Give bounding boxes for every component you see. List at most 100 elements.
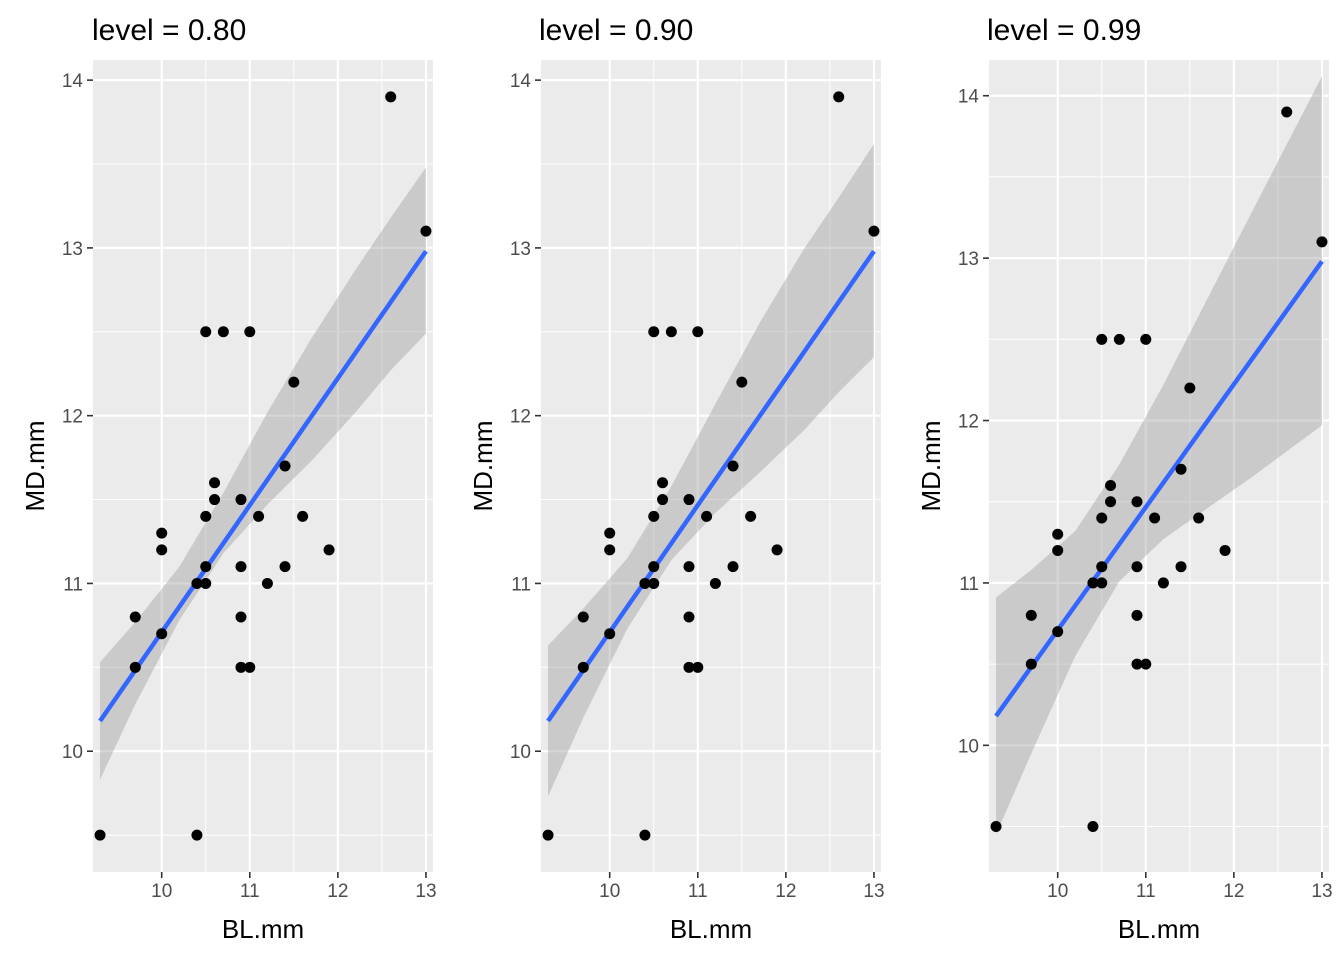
data-point xyxy=(1052,544,1064,556)
data-point xyxy=(1131,658,1143,670)
panel-title: level = 0.99 xyxy=(987,14,1141,47)
data-point xyxy=(692,661,704,673)
x-tick-label: 11 xyxy=(1136,881,1156,902)
data-point xyxy=(639,577,651,589)
data-point xyxy=(1105,496,1117,508)
data-point xyxy=(235,494,247,506)
data-point xyxy=(253,510,265,522)
data-point xyxy=(1184,382,1196,394)
panel-title: level = 0.80 xyxy=(92,14,246,47)
data-point xyxy=(1096,577,1108,589)
data-point xyxy=(200,510,212,522)
data-point xyxy=(701,510,713,522)
data-point xyxy=(261,577,273,589)
regression-line xyxy=(546,249,876,723)
data-point xyxy=(235,611,247,623)
panel-level-0-80: 10 11 12 13 10 11 12 13 14 level = 0.80 BL.mm MD… xyxy=(20,14,437,944)
data-point xyxy=(217,326,229,338)
x-axis-title: BL.mm xyxy=(670,914,752,944)
data-point xyxy=(604,628,616,640)
data-point xyxy=(727,460,739,472)
data-point xyxy=(648,510,660,522)
data-point xyxy=(1096,512,1108,524)
y-axis-title: MD.mm xyxy=(468,421,498,512)
data-point xyxy=(1140,333,1152,345)
y-tick-label: 10 xyxy=(958,736,979,757)
y-tick-label: 13 xyxy=(510,239,531,260)
y-tick-label: 12 xyxy=(62,407,83,428)
data-point xyxy=(1131,496,1143,508)
data-point xyxy=(1113,333,1125,345)
data-point xyxy=(129,611,141,623)
x-tick-label: 13 xyxy=(1311,881,1332,902)
y-tick-label: 10 xyxy=(62,742,83,763)
data-point xyxy=(692,326,704,338)
plot-background xyxy=(541,60,881,872)
data-point xyxy=(1087,577,1099,589)
data-point xyxy=(129,661,141,673)
x-tick-label: 12 xyxy=(1223,881,1244,902)
data-point xyxy=(1316,236,1328,248)
data-point xyxy=(156,527,168,539)
data-point xyxy=(323,544,335,556)
data-point xyxy=(209,477,221,489)
panel-level-0-90: 10 11 12 13 10 11 12 13 14 level = 0.90 BL.mm MD… xyxy=(468,14,885,944)
data-point xyxy=(990,821,1002,833)
data-point xyxy=(542,829,554,841)
y-tick-label: 14 xyxy=(510,71,532,92)
data-point xyxy=(771,544,783,556)
data-point xyxy=(1105,479,1117,491)
data-point xyxy=(648,561,660,573)
data-point xyxy=(1149,512,1161,524)
data-point xyxy=(191,577,203,589)
data-point xyxy=(191,829,203,841)
data-point xyxy=(665,326,677,338)
data-point xyxy=(1052,626,1064,638)
data-point xyxy=(1131,609,1143,621)
data-point xyxy=(1096,333,1108,345)
panel-level-0-99: 10 11 12 13 10 11 12 13 14 level = 0.99 BL.mm MD… xyxy=(916,14,1333,944)
data-point xyxy=(727,561,739,573)
data-point xyxy=(683,494,695,506)
data-point xyxy=(1140,658,1152,670)
data-point xyxy=(1157,577,1169,589)
y-tick-label: 10 xyxy=(510,742,531,763)
data-point xyxy=(244,661,256,673)
data-point xyxy=(577,661,589,673)
data-point xyxy=(1096,561,1108,573)
data-point xyxy=(683,661,695,673)
y-tick-label: 13 xyxy=(62,239,83,260)
data-point xyxy=(709,577,721,589)
data-point xyxy=(1087,821,1099,833)
data-point xyxy=(235,561,247,573)
data-point xyxy=(200,326,212,338)
confidence-band xyxy=(996,76,1322,835)
data-point xyxy=(288,376,300,388)
x-axis-title: BL.mm xyxy=(1118,914,1200,944)
y-tick-label: 12 xyxy=(510,407,531,428)
data-point xyxy=(279,561,291,573)
x-tick-label: 11 xyxy=(240,881,260,902)
data-point xyxy=(648,577,660,589)
data-point xyxy=(385,91,397,103)
y-tick-label: 14 xyxy=(62,71,84,92)
data-point xyxy=(244,326,256,338)
x-tick-label: 12 xyxy=(775,881,796,902)
confidence-band xyxy=(100,167,426,780)
data-point xyxy=(833,91,845,103)
plot-background xyxy=(989,60,1329,872)
data-point xyxy=(297,510,309,522)
x-tick-label: 12 xyxy=(327,881,348,902)
confidence-band xyxy=(548,143,874,797)
x-tick-label: 11 xyxy=(688,881,708,902)
y-tick-label: 12 xyxy=(958,412,979,433)
data-point xyxy=(639,829,651,841)
data-point xyxy=(736,376,748,388)
data-point xyxy=(648,326,660,338)
data-point xyxy=(1219,544,1231,556)
data-point xyxy=(156,628,168,640)
data-point xyxy=(1175,561,1187,573)
data-point xyxy=(683,611,695,623)
data-point xyxy=(200,561,212,573)
